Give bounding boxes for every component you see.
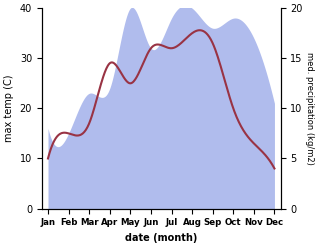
- Y-axis label: med. precipitation (kg/m2): med. precipitation (kg/m2): [305, 52, 314, 165]
- Y-axis label: max temp (C): max temp (C): [4, 75, 14, 142]
- X-axis label: date (month): date (month): [125, 233, 197, 243]
